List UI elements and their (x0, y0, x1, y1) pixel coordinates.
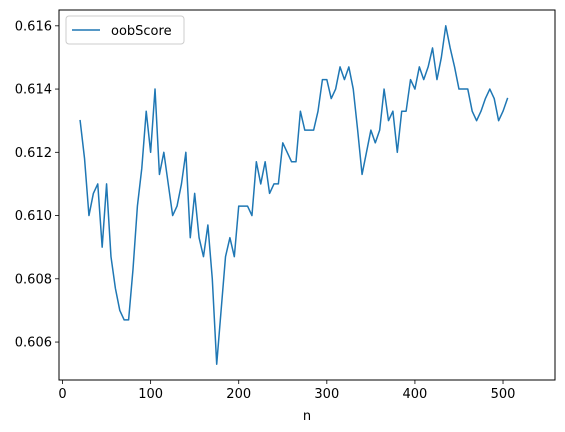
x-tick-label: 500 (491, 387, 516, 402)
x-tick-label: 200 (226, 387, 251, 402)
x-tick-label: 0 (58, 387, 66, 402)
x-tick-label: 300 (314, 387, 339, 402)
series-line-oobScore (79, 25, 509, 365)
legend: oobScore (65, 15, 185, 45)
x-tick-label: 100 (138, 387, 163, 402)
legend-box (65, 15, 185, 45)
y-tick-label: 0.616 (15, 19, 52, 34)
y-axis-ticks: 0.606 0.608 0.610 0.612 0.614 0.616 (15, 19, 59, 351)
y-tick-label: 0.612 (15, 146, 52, 161)
y-tick-label: 0.608 (15, 272, 52, 287)
x-axis-title: n (303, 409, 311, 424)
y-tick-label: 0.606 (15, 336, 52, 351)
x-axis-ticks: 0 100 200 300 400 500 (58, 380, 515, 402)
y-tick-label: 0.610 (15, 209, 52, 224)
x-tick-label: 400 (403, 387, 428, 402)
series-layer (79, 25, 509, 365)
plot-frame (58, 9, 556, 381)
legend-label: oobScore (111, 24, 172, 39)
y-tick-label: 0.614 (15, 83, 52, 98)
